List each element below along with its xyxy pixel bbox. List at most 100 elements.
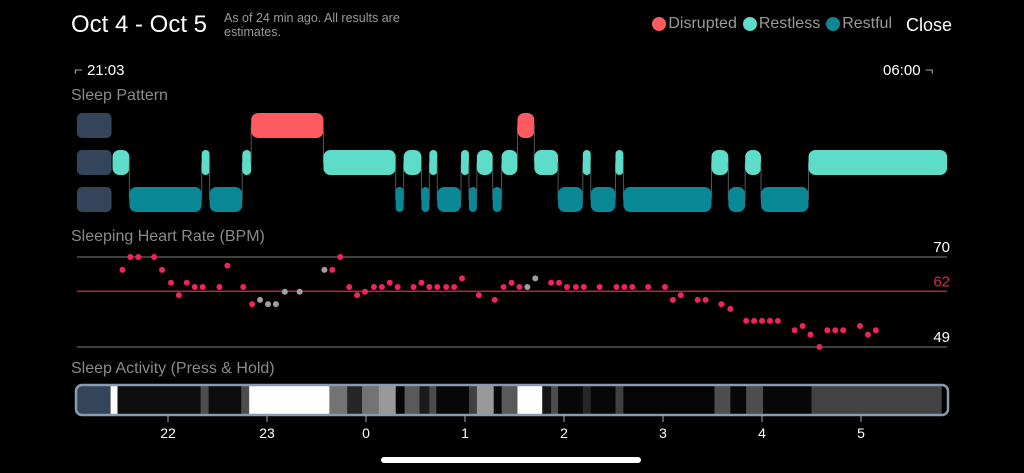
segment-restful — [437, 187, 462, 212]
hr-point — [572, 284, 579, 290]
no-data-block — [76, 113, 112, 138]
activity-band — [249, 386, 330, 414]
activity-band — [542, 386, 552, 414]
hr-point — [386, 279, 393, 286]
activity-band — [730, 386, 747, 414]
hr-point — [532, 275, 539, 282]
close-button[interactable]: Close — [906, 15, 953, 35]
activity-band — [811, 386, 942, 414]
legend-restful: Restful — [826, 15, 892, 33]
x-tick-label: 3 — [659, 425, 667, 441]
segment-restless — [745, 150, 762, 175]
hr-point — [857, 323, 864, 329]
hr-point — [508, 279, 515, 286]
hr-point — [556, 279, 563, 286]
activity-band — [436, 386, 470, 414]
estimate-note: As of 24 min ago. All results are estima… — [224, 11, 400, 39]
heart-rate-heading: Sleeping Heart Rate (BPM) — [71, 228, 265, 245]
hr-point — [766, 317, 773, 324]
hr-point — [426, 284, 433, 290]
activity-band — [347, 386, 363, 414]
hr-point — [743, 317, 750, 324]
hr-point — [872, 327, 879, 334]
segment-restless — [534, 150, 559, 175]
activity-no-data — [76, 386, 111, 414]
activity-band — [468, 386, 478, 414]
activity-band — [395, 386, 406, 414]
activity-band — [208, 386, 242, 414]
activity-band — [714, 386, 731, 414]
activity-band — [551, 386, 559, 414]
x-tick-label: 23 — [259, 425, 275, 441]
hr-point — [257, 296, 264, 303]
activity-band — [429, 386, 437, 414]
segment-restful — [129, 187, 202, 212]
hr-point — [240, 284, 247, 290]
restless-dot-icon — [742, 17, 757, 31]
legend-label: Restless — [758, 15, 821, 32]
hr-point — [596, 284, 603, 290]
activity-band — [117, 386, 202, 414]
activity-band — [623, 386, 715, 414]
hr-point — [840, 327, 847, 334]
segment-restful — [209, 187, 243, 212]
legend-restless: Restless — [742, 15, 821, 33]
legend-label: Restful — [842, 15, 892, 32]
segment-restless — [403, 150, 422, 175]
activity-band — [517, 386, 543, 414]
range-start: ⌐ 21:03 — [74, 62, 124, 79]
activity-band — [110, 386, 119, 414]
x-tick-label: 22 — [160, 425, 176, 441]
hr-point — [563, 284, 570, 290]
segment-restless — [112, 150, 130, 175]
hr-point — [175, 292, 182, 299]
x-tick-label: 5 — [857, 425, 865, 441]
activity-bar-frame — [74, 383, 950, 417]
activity-band — [241, 386, 250, 414]
hr-point — [135, 254, 142, 260]
hr-point — [832, 327, 839, 334]
hr-point — [613, 284, 620, 290]
segment-restless — [323, 150, 396, 175]
hr-point — [216, 284, 223, 290]
activity-band — [615, 386, 624, 414]
hr-point — [816, 344, 823, 350]
segment-restful — [761, 187, 809, 212]
hr-point — [329, 266, 336, 273]
hr-point — [451, 284, 458, 290]
activity-band — [404, 386, 420, 414]
hr-point — [354, 292, 361, 299]
legend-label: Disrupted — [668, 15, 737, 32]
hr-point — [759, 317, 765, 324]
sleep-pattern-heading: Sleep Pattern — [71, 87, 168, 104]
hr-point — [645, 284, 652, 290]
hr-point — [249, 301, 256, 308]
hr-point — [321, 266, 328, 273]
hr-point — [629, 284, 636, 290]
segment-restful — [395, 187, 404, 212]
segment-disrupted — [251, 113, 324, 138]
no-data-block — [76, 187, 112, 212]
hr-point — [751, 317, 758, 324]
hr-point — [264, 301, 271, 308]
hr-point — [580, 284, 587, 290]
hr-point — [669, 296, 676, 303]
hr-point — [159, 266, 166, 273]
home-indicator[interactable] — [381, 457, 641, 463]
activity-band — [200, 386, 210, 414]
hr-point — [475, 292, 482, 299]
segment-restless — [461, 150, 469, 175]
x-tick-label: 2 — [560, 425, 568, 441]
segment-restful — [468, 187, 477, 212]
legend-disrupted: Disrupted — [652, 15, 737, 33]
segment-restless — [582, 150, 591, 175]
x-tick-label: 4 — [758, 425, 766, 441]
activity-band — [493, 386, 503, 414]
segment-restless — [808, 150, 948, 175]
activity-band — [558, 386, 584, 414]
segment-restless — [476, 150, 493, 175]
segment-restless — [201, 150, 210, 175]
activity-band — [582, 386, 592, 414]
range-end-label: 06:00 — [883, 62, 921, 79]
